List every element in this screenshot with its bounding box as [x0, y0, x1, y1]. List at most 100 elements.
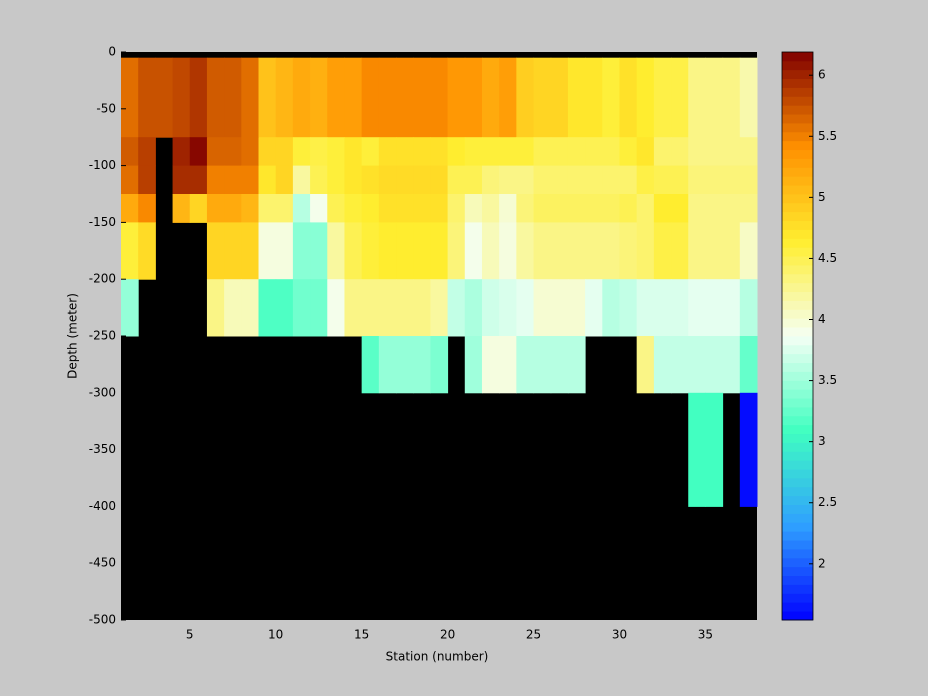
x-tick-label: 20 [440, 628, 455, 642]
heatmap-cell [361, 222, 380, 280]
heatmap-cell [258, 57, 277, 138]
heatmap-cell [361, 137, 380, 167]
heatmap-cell [705, 222, 724, 280]
heatmap-cell [722, 194, 741, 223]
heatmap-cell [499, 137, 517, 167]
heatmap-cell [241, 137, 260, 167]
heatmap-cell [481, 165, 500, 195]
heatmap-cell [327, 279, 345, 337]
heatmap-cell [310, 194, 328, 223]
heatmap-cell [430, 336, 449, 394]
heatmap-cell [361, 194, 380, 223]
heatmap-cell [361, 57, 380, 138]
colorbar-swatch [782, 380, 813, 390]
heatmap-cell [241, 57, 260, 138]
heatmap-cell [241, 165, 260, 195]
heatmap-cell [688, 336, 706, 394]
heatmap-cell [464, 336, 483, 394]
heatmap-cell [499, 165, 517, 195]
colorbar-swatch [782, 123, 813, 133]
heatmap-cell [121, 222, 139, 280]
heatmap-cell [550, 336, 569, 394]
x-axis-label: Station (number) [386, 650, 489, 664]
heatmap-cell [206, 137, 225, 167]
heatmap-cell [619, 165, 638, 195]
colorbar-swatch [782, 549, 813, 559]
heatmap-cell [585, 222, 603, 280]
heatmap-cell [310, 165, 328, 195]
heatmap-cell [567, 194, 586, 223]
heatmap-cell [653, 57, 672, 138]
heatmap-cell [705, 57, 724, 138]
y-tick-label: -200 [89, 272, 116, 286]
heatmap-cell [121, 57, 139, 138]
heatmap-cell [722, 279, 741, 337]
heatmap-cell [430, 165, 449, 195]
colorbar-swatch [782, 202, 813, 213]
heatmap-cell [705, 165, 724, 195]
heatmap-cell [292, 194, 311, 223]
colorbar-swatch [782, 407, 813, 417]
heatmap-cell [396, 194, 414, 223]
heatmap-cell [447, 165, 466, 195]
heatmap-cell [292, 165, 311, 195]
heatmap-cell [310, 279, 328, 337]
heatmap-cell [739, 194, 758, 223]
heatmap-cell [619, 57, 638, 138]
colorbar-swatch [782, 256, 813, 266]
heatmap-cell [705, 279, 724, 337]
heatmap-cell [516, 57, 535, 138]
y-tick-label: -50 [96, 101, 116, 115]
heatmap-cell [447, 279, 466, 337]
colorbar-swatch [782, 469, 813, 479]
heatmap-cell [275, 222, 294, 280]
heatmap-cell [396, 137, 414, 167]
colorbar-swatch [782, 229, 813, 239]
heatmap-cell [585, 137, 603, 167]
heatmap-cell [224, 57, 242, 138]
colorbar-swatch [782, 336, 813, 346]
heatmap-cell [172, 57, 191, 138]
heatmap-cell [653, 194, 672, 223]
heatmap-cell [172, 194, 191, 223]
heatmap-cell [310, 137, 328, 167]
y-tick-label: -100 [89, 158, 116, 172]
heatmap-cell [567, 279, 586, 337]
heatmap-cell [705, 137, 724, 167]
heatmap-cell [688, 165, 706, 195]
colorbar-swatch [782, 300, 813, 310]
heatmap-cell [378, 57, 397, 138]
heatmap-cell [430, 222, 449, 280]
colorbar-swatch [782, 504, 813, 514]
heatmap-cell [739, 137, 758, 167]
heatmap-cell [602, 165, 620, 195]
heatmap-cell [602, 222, 620, 280]
heatmap-cell [292, 279, 311, 337]
y-axis-label: Depth (meter) [66, 293, 80, 379]
heatmap-cell [344, 194, 363, 223]
heatmap-cell [189, 137, 208, 167]
colorbar-tick-label: 3 [818, 434, 826, 448]
colorbar-swatch [782, 176, 813, 186]
heatmap-cell [739, 222, 758, 280]
y-tick-label: -300 [89, 385, 116, 399]
heatmap-cell [671, 279, 689, 337]
heatmap-cell [567, 222, 586, 280]
heatmap-cell [224, 279, 242, 337]
heatmap-cell [138, 57, 156, 138]
colorbar-swatch [782, 149, 813, 159]
x-tick-label: 15 [354, 628, 369, 642]
heatmap-cell [396, 57, 414, 138]
heatmap-cell [430, 194, 449, 223]
y-tick-label: -450 [89, 556, 116, 570]
colorbar-swatch [782, 575, 813, 585]
heatmap-cell [481, 279, 500, 337]
colorbar-swatch [782, 540, 813, 550]
heatmap-cell [550, 165, 569, 195]
heatmap-cell [653, 279, 672, 337]
heatmap-cell [602, 137, 620, 167]
heatmap-cell [224, 165, 242, 195]
heatmap-cell [481, 222, 500, 280]
colorbar-swatch [782, 96, 813, 106]
colorbar-swatch [782, 389, 813, 399]
